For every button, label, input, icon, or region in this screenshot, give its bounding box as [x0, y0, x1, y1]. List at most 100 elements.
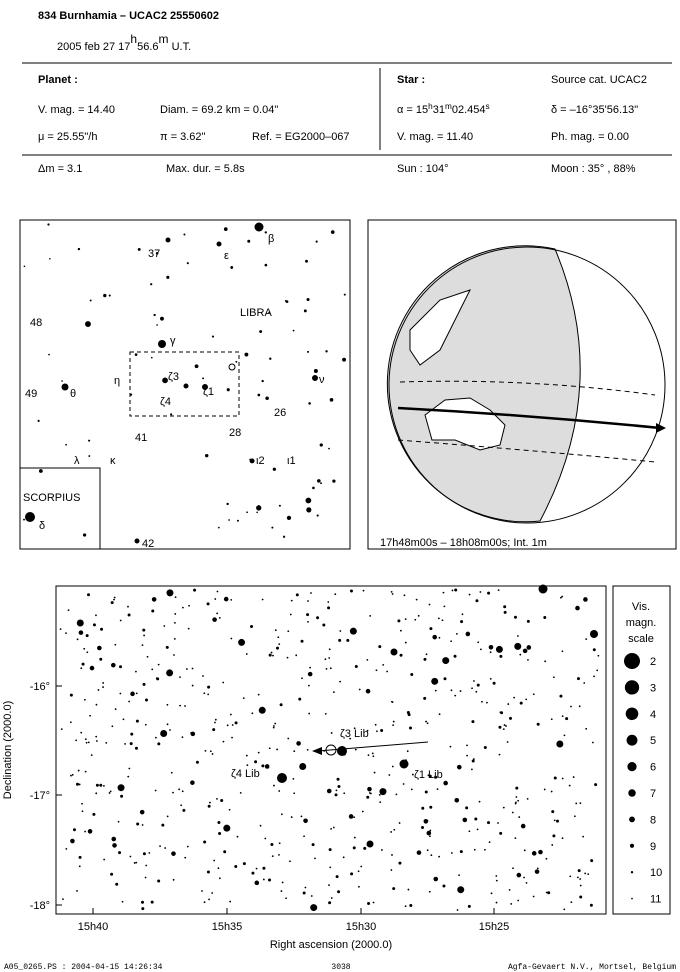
field-star [426, 849, 429, 852]
y-tick-label: -17° [30, 790, 50, 802]
field-star [95, 735, 98, 738]
field-star [67, 609, 70, 612]
magscale-title: Vis. [632, 601, 650, 613]
field-star [259, 330, 263, 334]
field-star [160, 316, 164, 321]
field-star [128, 700, 131, 703]
field-star [550, 790, 553, 793]
field-star [552, 676, 555, 679]
x-tick-label: 15h30 [346, 921, 377, 933]
field-star [502, 806, 505, 809]
field-star [358, 688, 361, 691]
field-star [60, 728, 63, 731]
field-star [459, 850, 463, 854]
field-star [298, 697, 302, 701]
field-star [49, 257, 51, 260]
field-star [203, 692, 206, 695]
field-star [264, 764, 270, 769]
asteroid [325, 744, 337, 756]
field-star [261, 598, 264, 601]
field-star [187, 627, 190, 630]
info: Ref. = EG2000–067 [252, 131, 350, 143]
field-star [476, 828, 479, 831]
subtitle-part: h [130, 32, 137, 46]
field-star [278, 643, 281, 646]
field-star [135, 692, 138, 695]
field-star [174, 621, 176, 624]
field-star [140, 900, 144, 904]
field-star [88, 455, 91, 458]
field-star [231, 736, 233, 739]
field-star [392, 887, 396, 891]
field-star [69, 693, 73, 697]
field-star [99, 657, 103, 661]
magscale-title: magn. [626, 617, 657, 629]
subtitle: 2005 feb 27 17h56.6m U.T. [57, 32, 191, 53]
field-star [561, 595, 564, 598]
field-star [173, 654, 175, 656]
field-star [117, 820, 120, 823]
star-label: 42 [142, 538, 154, 550]
field-star [84, 830, 87, 833]
field-star [99, 783, 103, 787]
field-star [515, 796, 518, 798]
mag-label: 7 [650, 788, 656, 800]
field-star [304, 886, 307, 889]
field-star [451, 589, 454, 592]
field-star [287, 630, 290, 633]
field-star [150, 283, 153, 286]
named-star [277, 773, 287, 783]
field-star [292, 329, 295, 332]
field-star [510, 903, 513, 905]
field-star [87, 829, 93, 834]
star-label: β [268, 233, 274, 245]
field-star [65, 632, 67, 635]
field-star [223, 850, 227, 854]
field-star [380, 849, 383, 851]
field-star [247, 239, 251, 243]
star-label: η [114, 375, 120, 387]
field-star [545, 857, 548, 860]
field-star [87, 593, 91, 597]
field-star [207, 685, 211, 689]
field-star [392, 724, 395, 727]
field-star [547, 891, 551, 895]
field-star [324, 712, 327, 715]
field-star [179, 704, 182, 707]
field-star [75, 739, 78, 742]
field-star [264, 263, 268, 267]
field-star [75, 782, 79, 786]
x-tick-label: 15h40 [78, 921, 109, 933]
named-star [366, 840, 374, 848]
star-label: ζ3 [168, 371, 179, 383]
field-star [495, 901, 498, 904]
field-star [281, 881, 284, 884]
field-star [474, 817, 478, 821]
field-star [466, 744, 468, 747]
field-star [95, 740, 98, 742]
field-star [550, 718, 553, 721]
field-star [193, 588, 197, 592]
mag-dot [631, 897, 633, 900]
field-star [135, 861, 138, 864]
field-star [103, 784, 105, 787]
field-star [443, 780, 448, 786]
field-star [462, 817, 468, 823]
field-star [433, 876, 439, 882]
info: V. mag. = 14.40 [38, 104, 115, 116]
info: π = 3.62" [160, 131, 206, 143]
field-star [170, 771, 173, 774]
field-star [259, 824, 262, 827]
field-star [357, 870, 360, 873]
field-star [578, 705, 581, 708]
field-star [108, 792, 111, 794]
field-star [201, 890, 203, 892]
field-star [268, 747, 271, 750]
field-star [536, 722, 540, 726]
field-star [118, 851, 122, 855]
field-star [328, 447, 330, 450]
field-star [182, 808, 186, 812]
field-star [142, 628, 146, 632]
field-star [130, 732, 134, 736]
field-star [276, 748, 279, 751]
